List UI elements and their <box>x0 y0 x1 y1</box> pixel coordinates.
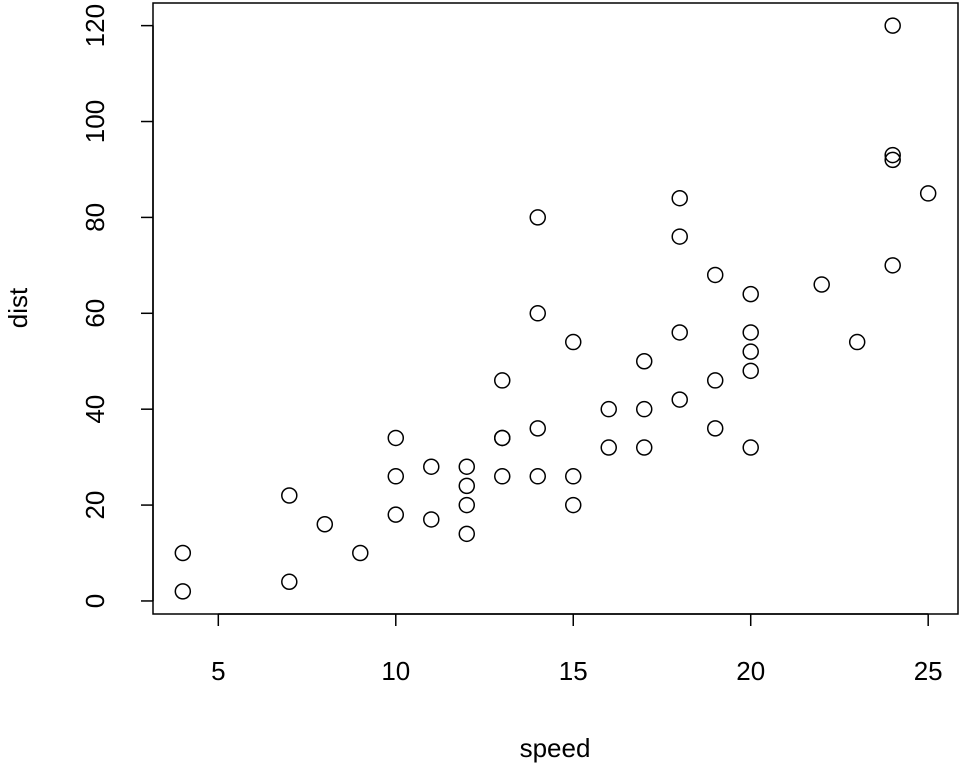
point <box>635 352 653 370</box>
x-tick-label: 25 <box>914 656 943 686</box>
point <box>564 468 582 485</box>
x-tick-label: 5 <box>211 656 225 686</box>
y-tick-label: 0 <box>80 594 110 608</box>
point <box>458 477 476 495</box>
point <box>884 151 901 169</box>
x-tick-label: 10 <box>381 656 410 686</box>
point <box>494 468 511 485</box>
point <box>494 372 511 389</box>
point <box>458 525 476 543</box>
point <box>848 333 866 351</box>
point <box>742 343 759 360</box>
plot-frame <box>152 2 959 615</box>
point <box>742 439 759 456</box>
y-tick-label: 100 <box>80 100 110 143</box>
point <box>671 228 688 245</box>
point <box>671 324 688 341</box>
y-tick-label: 60 <box>80 299 110 328</box>
point <box>174 583 192 600</box>
point <box>706 420 724 437</box>
point <box>316 515 334 533</box>
point <box>529 468 547 485</box>
point <box>494 429 511 447</box>
point <box>600 439 617 456</box>
point <box>423 458 440 475</box>
point <box>742 362 759 380</box>
point <box>387 468 405 485</box>
point <box>423 511 440 528</box>
point <box>884 146 901 164</box>
x-tick-label: 20 <box>736 656 765 686</box>
point <box>352 544 369 562</box>
point <box>529 305 547 322</box>
x-axis-label: speed <box>520 733 591 763</box>
point <box>884 17 901 34</box>
point <box>706 266 724 284</box>
y-axis-label: dist <box>3 287 33 328</box>
point <box>529 420 547 437</box>
point <box>919 185 937 202</box>
point <box>742 324 759 341</box>
point <box>564 496 582 514</box>
y-tick-label: 120 <box>80 4 110 47</box>
point <box>671 391 688 408</box>
y-tick-label: 20 <box>80 491 110 520</box>
point <box>387 429 405 447</box>
point <box>529 209 547 226</box>
point <box>174 544 192 562</box>
y-tick-label: 40 <box>80 395 110 424</box>
point <box>635 439 653 456</box>
x-tick-label: 15 <box>559 656 588 686</box>
point <box>281 573 298 591</box>
point <box>884 257 901 274</box>
point <box>458 496 476 514</box>
point <box>706 372 724 389</box>
point <box>600 400 617 418</box>
y-tick-label: 80 <box>80 203 110 232</box>
point <box>813 276 830 293</box>
point <box>387 506 405 523</box>
point <box>458 458 476 475</box>
point <box>564 333 582 351</box>
point <box>635 400 653 418</box>
point <box>671 189 688 207</box>
point <box>281 487 298 504</box>
point <box>742 285 759 303</box>
